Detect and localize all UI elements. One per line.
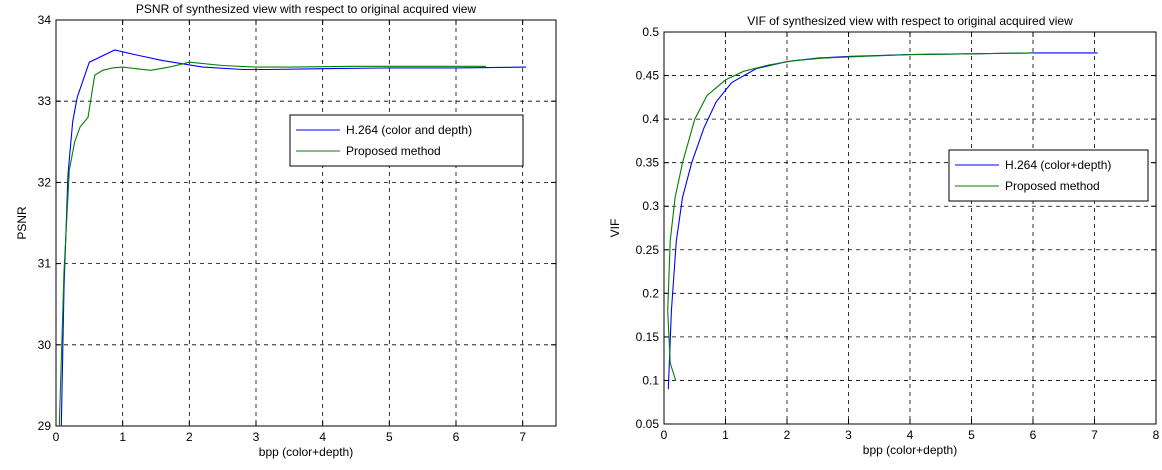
y-tick-label: 0.15 <box>636 330 660 344</box>
series-line-proposed <box>58 61 486 426</box>
chart-title: PSNR of synthesized view with respect to… <box>136 2 476 16</box>
x-tick-label: 3 <box>253 430 260 444</box>
y-tick-label: 0.35 <box>636 156 660 170</box>
y-tick-label: 0.4 <box>642 112 659 126</box>
y-tick-label: 31 <box>38 257 52 271</box>
vif-chart: 0 1 2 3 4 5 6 7 8 0.05 0.1 0.15 0.2 0.25 0.3 0.35 0.4 0.4… <box>608 14 1160 457</box>
x-tick-label: 6 <box>1030 428 1037 442</box>
y-axis-label: VIF <box>608 219 622 238</box>
x-tick-label: 8 <box>1153 428 1160 442</box>
y-tick-label: 32 <box>38 175 52 189</box>
x-tick-label: 5 <box>386 430 393 444</box>
x-tick-label: 2 <box>186 430 193 444</box>
x-tick-label: 1 <box>119 430 126 444</box>
y-tick-label: 0.45 <box>636 69 660 83</box>
y-tick-label: 33 <box>38 94 52 108</box>
y-tick-label: 0.05 <box>636 417 660 431</box>
x-tick-label: 4 <box>319 430 326 444</box>
x-tick-label: 7 <box>519 430 526 444</box>
series-line-proposed <box>667 52 1034 381</box>
x-tick-label: 1 <box>722 428 729 442</box>
y-tick-label: 0.1 <box>642 373 659 387</box>
x-tick-label: 7 <box>1091 428 1098 442</box>
y-tick-label: 30 <box>38 338 52 352</box>
y-tick-label: 0.2 <box>642 286 659 300</box>
x-axis-label: bpp (color+depth) <box>259 445 353 459</box>
legend-box <box>289 114 524 167</box>
y-tick-label: 0.3 <box>642 199 659 213</box>
y-tick-label: 34 <box>38 13 52 27</box>
x-tick-label: 0 <box>53 430 60 444</box>
legend-label: H.264 (color and depth) <box>346 123 472 137</box>
x-tick-label: 3 <box>845 428 852 442</box>
series-line-h264 <box>60 49 527 426</box>
chart-title: VIF of synthesized view with respect to … <box>747 14 1073 28</box>
x-tick-label: 5 <box>968 428 975 442</box>
y-tick-label: 29 <box>38 419 52 433</box>
legend-label: Proposed method <box>346 144 441 158</box>
x-tick-label: 0 <box>661 428 668 442</box>
legend-box <box>948 149 1149 202</box>
legend-label: H.264 (color+depth) <box>1005 158 1111 172</box>
x-tick-label: 6 <box>453 430 460 444</box>
legend-label: Proposed method <box>1005 179 1100 193</box>
y-tick-label: 0.25 <box>636 243 660 257</box>
y-tick-label: 0.5 <box>642 25 659 39</box>
x-tick-label: 2 <box>784 428 791 442</box>
x-tick-label: 4 <box>907 428 914 442</box>
plot-area <box>55 19 557 427</box>
x-axis-label: bpp (color+depth) <box>863 443 957 457</box>
y-axis-label: PSNR <box>15 206 29 240</box>
